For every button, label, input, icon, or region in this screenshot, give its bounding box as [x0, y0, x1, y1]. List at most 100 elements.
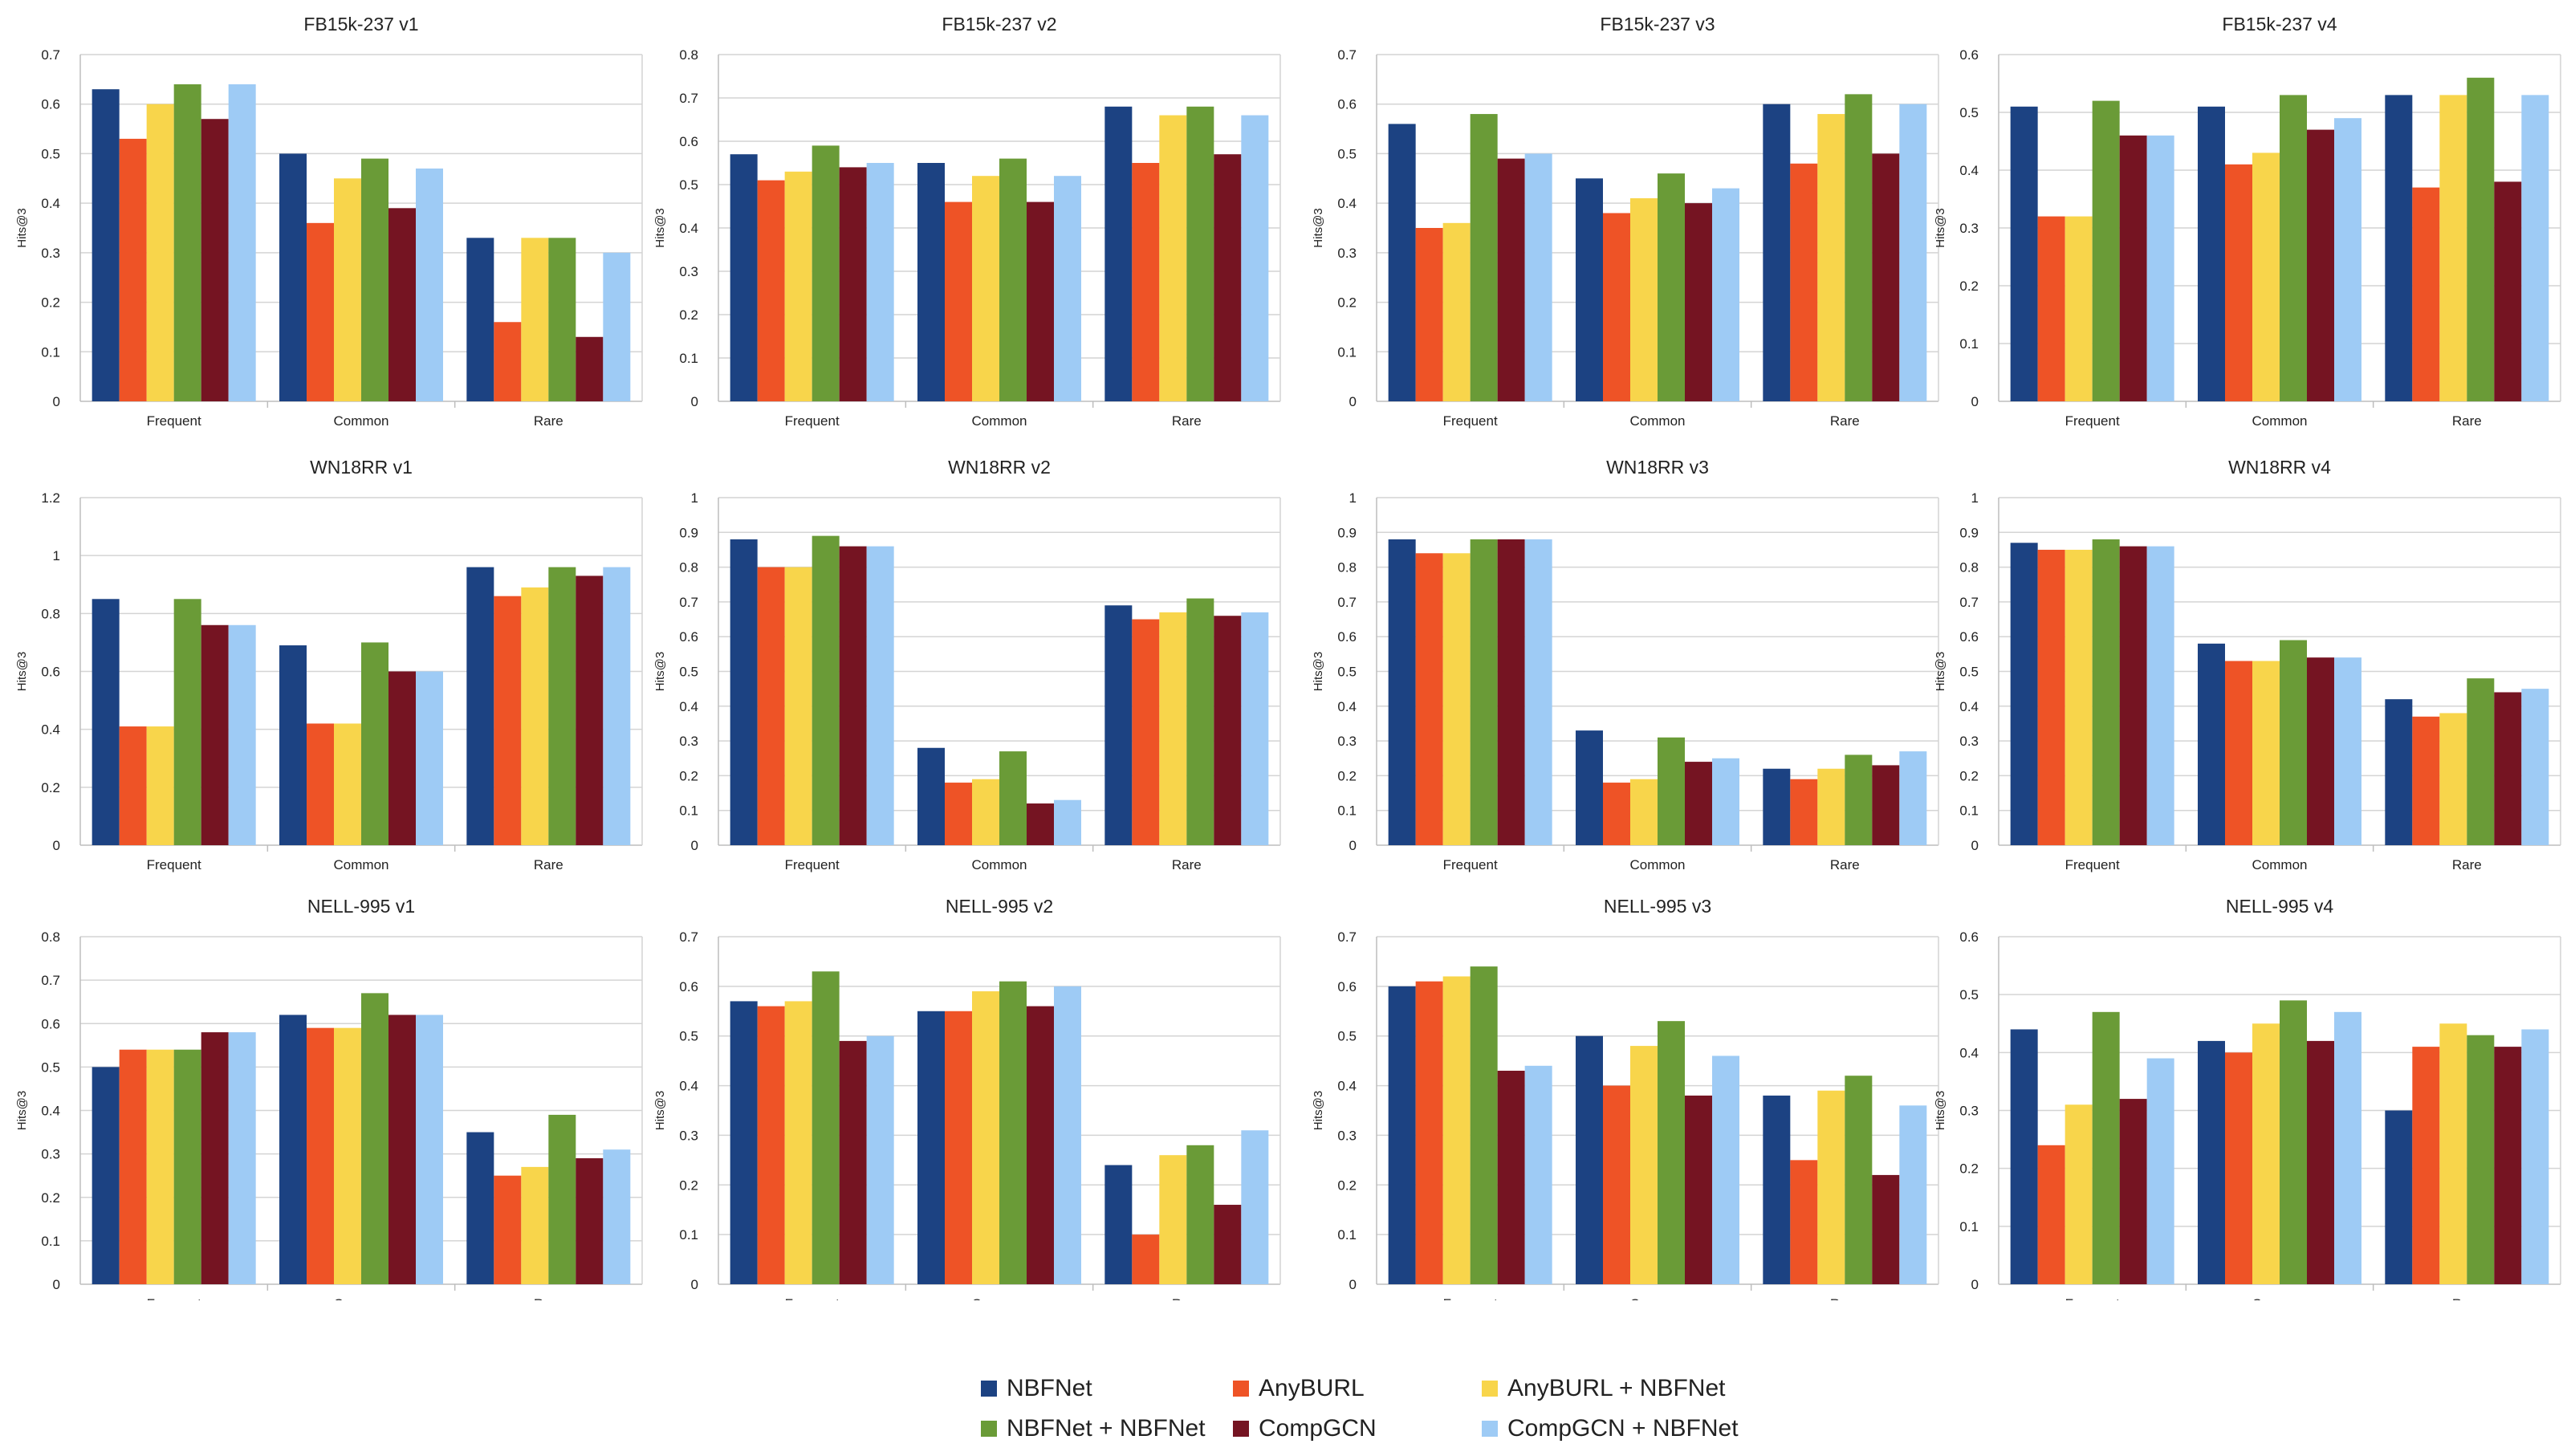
- bar-anyburl-common: [2225, 164, 2252, 402]
- bar-nbfnet-nbfnet-common: [2280, 95, 2307, 402]
- chart-title-fb15k-237-v3: FB15k-237 v3: [1600, 14, 1715, 35]
- bar-nbfnet-rare: [466, 1132, 494, 1284]
- y-tick-label: 0.3: [679, 1128, 698, 1143]
- bar-compgcn-rare: [576, 1158, 604, 1284]
- bar-compgcn-nbfnet-frequent: [1524, 153, 1552, 401]
- y-tick-label: 0: [1971, 838, 1979, 853]
- bar-compgcn-nbfnet-common: [2334, 118, 2361, 401]
- bar-compgcn-nbfnet-rare: [603, 1149, 631, 1284]
- y-axis-label: Hits@3: [1934, 208, 1947, 247]
- bar-anyburl-nbfnet-frequent: [2064, 1104, 2093, 1284]
- bar-nbfnet-nbfnet-frequent: [812, 971, 840, 1284]
- y-tick-label: 0.5: [41, 1059, 60, 1075]
- bar-nbfnet-nbfnet-common: [999, 158, 1027, 401]
- bar-nbfnet-nbfnet-common: [2280, 640, 2307, 845]
- y-tick-label: 0.7: [1337, 595, 1357, 610]
- bar-anyburl-nbfnet-rare: [1159, 115, 1187, 401]
- legend-swatch-anyburl: [1233, 1381, 1249, 1397]
- bar-compgcn-common: [1027, 803, 1054, 845]
- bar-anyburl-frequent: [2037, 216, 2065, 401]
- y-tick-label: 0.1: [1959, 336, 1979, 352]
- x-tick-label: Frequent: [147, 857, 201, 872]
- bar-nbfnet-rare: [2385, 699, 2413, 845]
- bar-nbfnet-nbfnet-frequent: [2092, 100, 2120, 401]
- bar-compgcn-common: [1027, 201, 1054, 401]
- y-tick-label: 0.4: [679, 1079, 698, 1094]
- chart-title-wn18rr-v3: WN18RR v3: [1606, 457, 1709, 478]
- y-tick-label: 0.6: [1959, 929, 1979, 945]
- y-tick-label: 1: [53, 548, 60, 563]
- x-tick-label: Rare: [2452, 857, 2482, 872]
- y-tick-label: 0.6: [41, 97, 60, 112]
- y-axis-label: Hits@3: [1934, 652, 1947, 691]
- y-tick-label: 0.2: [1337, 295, 1357, 311]
- y-tick-label: 0.6: [679, 134, 698, 149]
- x-tick-label: Frequent: [1443, 413, 1498, 429]
- bar-anyburl-nbfnet-frequent: [1442, 222, 1471, 401]
- legend-swatch-anyburl-nbfnet: [1482, 1381, 1498, 1397]
- bar-nbfnet-frequent: [92, 89, 120, 401]
- bar-nbfnet-nbfnet-rare: [1186, 1145, 1214, 1284]
- x-tick-label: Common: [2252, 1296, 2308, 1300]
- bar-anyburl-nbfnet-frequent: [146, 726, 174, 845]
- bar-compgcn-nbfnet-common: [1054, 799, 1081, 845]
- y-tick-label: 0.8: [1959, 560, 1979, 575]
- y-tick-label: 0.4: [1959, 1045, 1979, 1060]
- x-tick-label: Common: [334, 857, 389, 872]
- bar-compgcn-rare: [2494, 692, 2522, 845]
- bar-nbfnet-rare: [1763, 104, 1791, 401]
- bar-compgcn-rare: [2494, 1047, 2522, 1284]
- y-tick-label: 0.5: [1337, 1029, 1357, 1044]
- bar-nbfnet-common: [917, 163, 945, 401]
- y-axis-label: Hits@3: [15, 208, 29, 247]
- y-tick-label: 0.2: [41, 780, 60, 795]
- y-tick-label: 0.3: [679, 264, 698, 279]
- legend-item-anyburl: AnyBURL: [1233, 1371, 1365, 1406]
- bar-compgcn-frequent: [201, 624, 229, 845]
- bar-compgcn-frequent: [1497, 1071, 1525, 1284]
- bar-compgcn-frequent: [1497, 158, 1525, 401]
- y-tick-label: 1: [1349, 490, 1357, 506]
- bar-anyburl-frequent: [2037, 1145, 2065, 1284]
- y-tick-label: 0.9: [1959, 525, 1979, 540]
- y-tick-label: 0.3: [1959, 734, 1979, 749]
- y-tick-label: 0.2: [679, 768, 698, 783]
- y-tick-label: 0.2: [679, 307, 698, 323]
- bar-compgcn-common: [2307, 1040, 2334, 1284]
- bar-compgcn-common: [1685, 203, 1712, 401]
- y-tick-label: 0.3: [41, 246, 60, 261]
- bar-compgcn-nbfnet-common: [1712, 188, 1739, 401]
- y-tick-label: 0.1: [41, 344, 60, 360]
- legend-item-compgcn-nbfnet: CompGCN + NBFNet: [1482, 1411, 1739, 1446]
- y-tick-label: 0.2: [1959, 1161, 1979, 1177]
- bar-compgcn-frequent: [839, 1040, 867, 1284]
- y-tick-label: 0.5: [1337, 146, 1357, 161]
- x-tick-label: Frequent: [785, 1296, 840, 1300]
- y-axis-label: Hits@3: [653, 652, 667, 691]
- y-tick-label: 0.4: [679, 221, 698, 236]
- chart-title-wn18rr-v2: WN18RR v2: [948, 457, 1051, 478]
- bar-compgcn-nbfnet-common: [1054, 986, 1081, 1284]
- y-tick-label: 0.4: [1337, 1079, 1357, 1094]
- bar-anyburl-common: [307, 1027, 334, 1284]
- bar-nbfnet-nbfnet-common: [2280, 1000, 2307, 1284]
- y-tick-label: 0.3: [1959, 221, 1979, 236]
- bar-anyburl-common: [2225, 1052, 2252, 1284]
- y-tick-label: 0.1: [1337, 1227, 1357, 1242]
- bar-nbfnet-nbfnet-frequent: [2092, 539, 2120, 845]
- y-tick-label: 0.7: [41, 47, 60, 63]
- bar-anyburl-nbfnet-frequent: [1442, 553, 1471, 845]
- bar-anyburl-rare: [1132, 619, 1160, 845]
- y-tick-label: 0.8: [41, 606, 60, 621]
- bar-nbfnet-common: [279, 153, 307, 401]
- bar-nbfnet-rare: [1104, 106, 1133, 402]
- bar-nbfnet-common: [279, 1015, 307, 1284]
- bar-compgcn-nbfnet-frequent: [866, 1035, 894, 1284]
- y-tick-label: 0: [1349, 838, 1357, 853]
- bar-compgcn-frequent: [2119, 135, 2147, 402]
- bar-nbfnet-nbfnet-frequent: [812, 535, 840, 845]
- y-tick-label: 0.5: [1959, 665, 1979, 680]
- y-axis-label: Hits@3: [653, 1091, 667, 1130]
- bar-anyburl-nbfnet-rare: [1159, 612, 1187, 845]
- bar-compgcn-nbfnet-frequent: [2146, 546, 2174, 845]
